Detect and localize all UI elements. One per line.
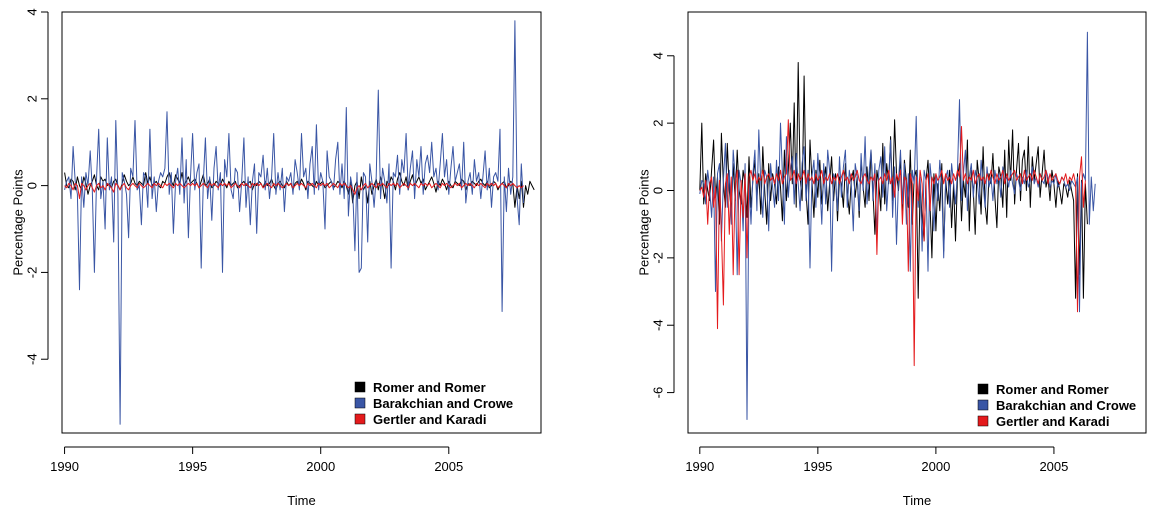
y-tick-label: -2 xyxy=(25,267,40,279)
legend-label: Romer and Romer xyxy=(373,380,486,395)
series-line-gertler-and-karadi xyxy=(64,182,524,200)
legend-swatch xyxy=(977,415,989,427)
legend-swatch xyxy=(354,397,366,409)
legend-swatch xyxy=(977,383,989,395)
y-tick-label: 4 xyxy=(25,8,40,15)
x-axis-title: Time xyxy=(903,493,931,508)
legend-label: Romer and Romer xyxy=(996,382,1109,397)
y-tick-label: 0 xyxy=(651,187,666,194)
x-tick-label: 1995 xyxy=(178,459,207,474)
y-tick-label: 2 xyxy=(25,95,40,102)
series-line-gertler-and-karadi xyxy=(699,119,1086,367)
y-tick-label: -4 xyxy=(25,353,40,365)
series-line-barakchian-and-crowe xyxy=(64,20,524,425)
series-line-barakchian-and-crowe xyxy=(699,31,1096,420)
legend-swatch xyxy=(354,381,366,393)
y-tick-label: -4 xyxy=(651,319,666,331)
x-tick-label: 2005 xyxy=(434,459,463,474)
y-tick-label: 4 xyxy=(651,52,666,59)
legend-swatch xyxy=(354,413,366,425)
x-tick-label: 1995 xyxy=(803,459,832,474)
chart-panel-2: 1990 1995 2000 2005 -6 -4 -2 0 2 4 Time Percentage … xyxy=(637,11,1147,508)
y-axis-title: Percentage Points xyxy=(11,169,26,276)
y-tick-label: -2 xyxy=(651,252,666,264)
chart-panel-1: 1990 1995 2000 2005 -4 -2 0 2 4 Time Percentage Po… xyxy=(11,8,542,508)
y-tick-label: -6 xyxy=(651,387,666,399)
legend-swatch xyxy=(977,399,989,411)
legend-label: Barakchian and Crowe xyxy=(373,396,513,411)
x-tick-label: 2000 xyxy=(306,459,335,474)
x-axis-title: Time xyxy=(287,493,315,508)
legend-label: Gertler and Karadi xyxy=(996,414,1109,429)
x-tick-label: 2000 xyxy=(921,459,950,474)
y-axis-title: Percentage Points xyxy=(637,169,652,276)
y-tick-label: 0 xyxy=(25,182,40,189)
legend-label: Barakchian and Crowe xyxy=(996,398,1136,413)
plot-frame xyxy=(61,11,542,434)
x-tick-label: 2005 xyxy=(1039,459,1068,474)
x-tick-label: 1990 xyxy=(50,459,79,474)
plot-frame xyxy=(687,11,1147,434)
y-tick-label: 2 xyxy=(651,120,666,127)
legend-label: Gertler and Karadi xyxy=(373,412,486,427)
x-tick-label: 1990 xyxy=(685,459,714,474)
